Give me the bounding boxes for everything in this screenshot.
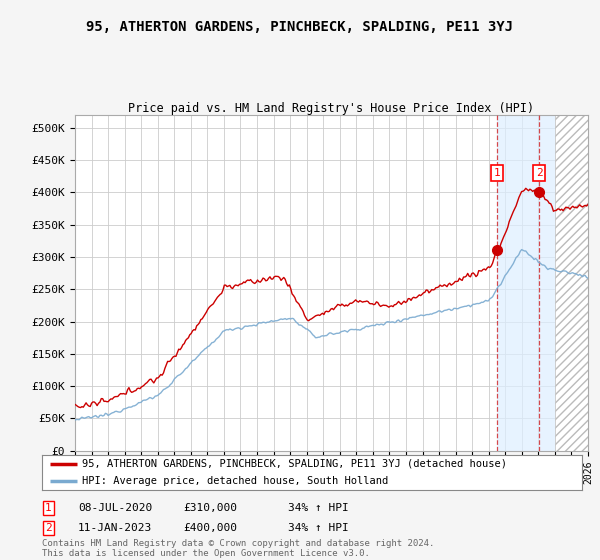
Text: 95, ATHERTON GARDENS, PINCHBECK, SPALDING, PE11 3YJ (detached house): 95, ATHERTON GARDENS, PINCHBECK, SPALDIN… [83,459,508,469]
Text: HPI: Average price, detached house, South Holland: HPI: Average price, detached house, Sout… [83,477,389,486]
Text: 1: 1 [494,168,500,178]
Title: Price paid vs. HM Land Registry's House Price Index (HPI): Price paid vs. HM Land Registry's House … [128,102,535,115]
Text: Contains HM Land Registry data © Crown copyright and database right 2024.
This d: Contains HM Land Registry data © Crown c… [42,539,434,558]
Text: £310,000: £310,000 [183,503,237,514]
Bar [555,115,600,451]
Text: 2: 2 [536,168,542,178]
Text: 2: 2 [45,522,52,533]
Bar [555,115,600,451]
Text: 34% ↑ HPI: 34% ↑ HPI [288,503,349,514]
Text: 34% ↑ HPI: 34% ↑ HPI [288,522,349,533]
Text: 11-JAN-2023: 11-JAN-2023 [78,522,152,533]
Text: 95, ATHERTON GARDENS, PINCHBECK, SPALDING, PE11 3YJ: 95, ATHERTON GARDENS, PINCHBECK, SPALDIN… [86,20,514,34]
Text: £400,000: £400,000 [183,522,237,533]
Text: 08-JUL-2020: 08-JUL-2020 [78,503,152,514]
Bar [497,115,555,451]
Text: 1: 1 [45,503,52,514]
